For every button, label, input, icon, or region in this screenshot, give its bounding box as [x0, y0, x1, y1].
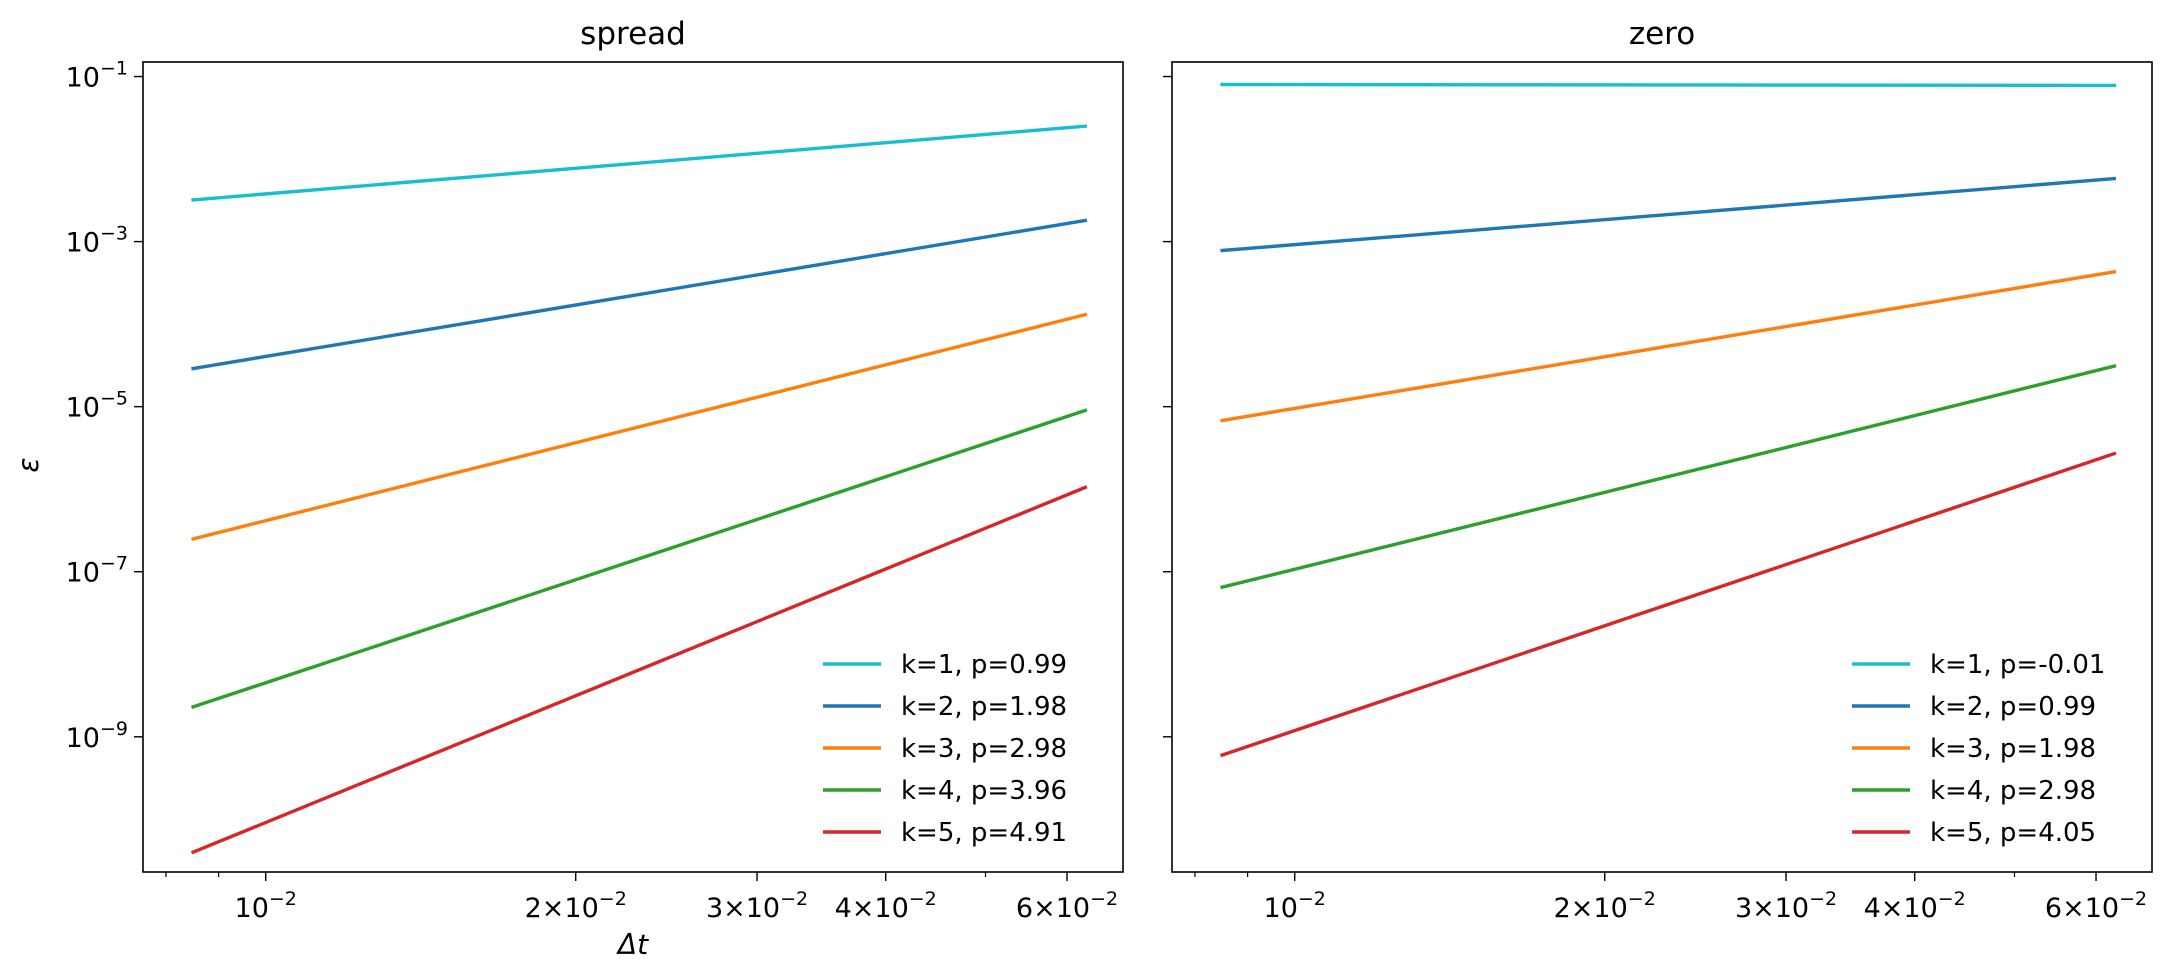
x-axis-label: Δt	[616, 928, 649, 961]
series-line	[1220, 176, 2117, 253]
series-line	[191, 312, 1088, 541]
y-tick-label: 10−5	[66, 388, 128, 424]
chart-title: zero	[1629, 16, 1695, 52]
x-tick-label: 10−2	[235, 888, 297, 924]
plot-frame	[1171, 61, 2153, 873]
series-line	[1220, 82, 2117, 88]
series-line	[191, 218, 1088, 371]
legend-label: k=5, p=4.05	[1930, 818, 2096, 848]
series-line	[1219, 451, 2117, 758]
y-tick-label: 10−7	[66, 553, 128, 589]
series-line	[1220, 269, 2117, 423]
x-tick-label: 2×10−2	[525, 888, 627, 924]
x-tick-label: 4×10−2	[835, 888, 937, 924]
legend-label: k=2, p=1.98	[901, 692, 1067, 722]
legend-label: k=1, p=-0.01	[1930, 650, 2105, 680]
series-line	[190, 408, 1088, 710]
legend-label: k=4, p=3.96	[901, 776, 1067, 806]
x-tick-label: 2×10−2	[1554, 888, 1656, 924]
legend-label: k=5, p=4.91	[901, 818, 1067, 848]
y-axis-label: ε	[12, 457, 45, 472]
x-tick-label: 4×10−2	[1864, 888, 1966, 924]
series-line	[191, 124, 1088, 202]
x-tick-label: 10−2	[1264, 888, 1326, 924]
plot-frame	[142, 61, 1124, 873]
x-tick-label: 6×10−2	[2045, 888, 2147, 924]
y-tick-label: 10−3	[66, 223, 128, 259]
x-tick-label: 6×10−2	[1016, 888, 1118, 924]
legend-label: k=3, p=2.98	[901, 734, 1067, 764]
chart-title: spread	[580, 16, 686, 52]
series-line	[190, 485, 1088, 855]
y-tick-label: 10−9	[66, 718, 128, 754]
series-line	[1220, 364, 2117, 590]
x-tick-label: 3×10−2	[706, 888, 808, 924]
legend-label: k=4, p=2.98	[1930, 776, 2096, 806]
panel-zero: zero 10−2 2×10−2 3×10−2 4×10−2 6×10−2 k=1, p=-…	[1163, 16, 2153, 924]
legend-label: k=3, p=1.98	[1930, 734, 2096, 764]
x-tick-label: 3×10−2	[1735, 888, 1837, 924]
legend-label: k=1, p=0.99	[901, 650, 1067, 680]
y-tick-label: 10−1	[66, 58, 128, 94]
legend-label: k=2, p=0.99	[1930, 692, 2096, 722]
panel-spread: spread 10−2 2×10−2 3×10−2 4×10−2 6×10−2 10−1 10…	[66, 16, 1124, 924]
